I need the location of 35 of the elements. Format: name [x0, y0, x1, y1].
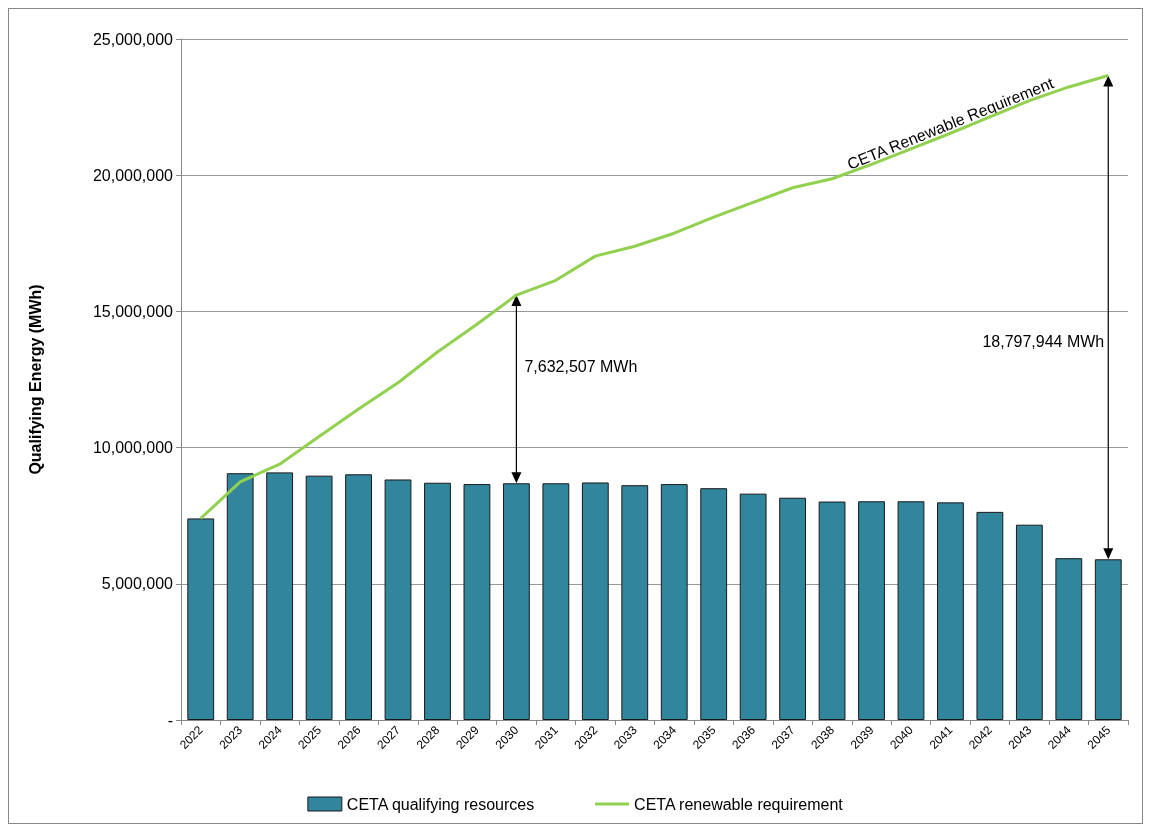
bar	[1094, 559, 1122, 720]
bar	[305, 475, 333, 720]
bar	[739, 493, 767, 720]
y-tick-label: 25,000,000	[92, 30, 174, 48]
bar	[226, 473, 254, 720]
bar	[187, 518, 215, 720]
bar	[897, 501, 925, 720]
legend-label: CETA renewable requirement	[634, 795, 844, 813]
bar	[502, 483, 530, 720]
bar	[779, 497, 807, 720]
bar	[424, 482, 451, 720]
y-axis-title: Qualifying Energy (MWh)	[26, 284, 44, 475]
bar	[858, 501, 885, 720]
y-tick-label: 15,000,000	[92, 302, 174, 320]
bar	[1015, 524, 1043, 720]
bar	[542, 483, 570, 720]
y-tick-label: 10,000,000	[92, 439, 174, 457]
y-tick-label: 5,000,000	[101, 575, 174, 593]
bar	[384, 479, 412, 720]
bar	[976, 511, 1004, 720]
y-tick-label: -	[167, 711, 173, 729]
bar	[660, 484, 688, 720]
bar	[700, 488, 728, 720]
bar	[463, 484, 491, 720]
bar	[621, 485, 649, 720]
bar	[266, 472, 294, 720]
bar	[937, 502, 964, 720]
annotation: 18,797,944 MWh	[982, 333, 1105, 351]
y-tick-label: 20,000,000	[92, 166, 174, 184]
bar	[345, 474, 372, 720]
bar	[581, 482, 609, 720]
bar	[818, 501, 846, 720]
annotation: 7,632,507 MWh	[524, 358, 638, 376]
bar	[1055, 558, 1083, 720]
legend-label: CETA qualifying resources	[346, 795, 535, 813]
